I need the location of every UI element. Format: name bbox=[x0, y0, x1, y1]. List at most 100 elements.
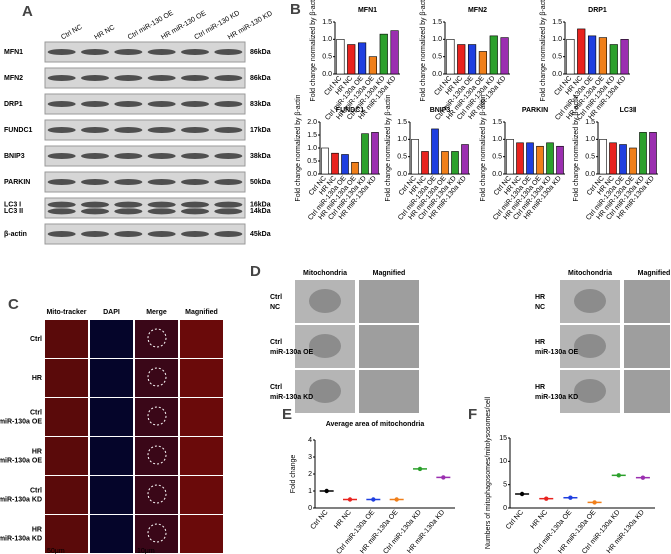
chart-title: MFN2 bbox=[468, 7, 487, 14]
blot-band bbox=[181, 75, 209, 81]
em-image bbox=[359, 325, 419, 368]
y-tick-label: 0.0 bbox=[492, 171, 502, 178]
micrograph bbox=[180, 476, 223, 514]
blot-band bbox=[47, 179, 76, 185]
scale-bar: 50μm bbox=[47, 548, 65, 554]
em-image bbox=[359, 280, 419, 323]
blot-band bbox=[81, 101, 109, 107]
blot-band bbox=[114, 201, 143, 208]
blot-band bbox=[114, 208, 143, 215]
protein-label: PARKIN bbox=[4, 179, 30, 186]
blot-band bbox=[181, 201, 209, 208]
column-header: Mitochondria bbox=[568, 270, 612, 277]
blot-strip bbox=[44, 41, 246, 63]
bar bbox=[347, 44, 356, 75]
column-header: Mito-tracker bbox=[46, 309, 86, 316]
row-label: miR-130a OE bbox=[0, 457, 42, 464]
y-tick-label: 0.5 bbox=[397, 154, 407, 161]
bar bbox=[431, 128, 439, 175]
em-image bbox=[359, 370, 419, 413]
blot-strip bbox=[44, 67, 246, 89]
chart-title: PARKIN bbox=[522, 107, 548, 114]
y-axis-label: Fold change normalized by β-actin bbox=[310, 0, 317, 102]
row-label: HR bbox=[535, 294, 545, 301]
y-tick-label: 15 bbox=[499, 435, 507, 442]
size-label: 16kDa bbox=[250, 202, 271, 209]
y-tick-label: 0.5 bbox=[307, 158, 317, 165]
chart-title: FUNDC1 bbox=[336, 107, 364, 114]
bar bbox=[441, 151, 449, 175]
micrograph bbox=[45, 437, 88, 475]
blot-band bbox=[81, 231, 109, 237]
row-label: miR-130a OE bbox=[0, 418, 42, 425]
panel-label: F bbox=[468, 406, 477, 423]
em-nucleus bbox=[574, 334, 606, 358]
y-tick-label: 1.5 bbox=[585, 119, 595, 126]
row-label: Ctrl bbox=[270, 339, 282, 346]
scale-bar: 10μm bbox=[137, 548, 155, 554]
y-tick-label: 1.0 bbox=[397, 136, 407, 143]
y-axis-label: Numbers of mitophagosomes/mitolysosomes/… bbox=[485, 397, 492, 550]
y-tick-label: 1.5 bbox=[397, 119, 407, 126]
panel-label: E bbox=[282, 406, 292, 423]
panel-label: B bbox=[290, 1, 301, 18]
blot-band bbox=[147, 201, 176, 208]
blot-band bbox=[147, 101, 176, 107]
blot-band bbox=[81, 75, 109, 81]
chart-title: DRP1 bbox=[588, 7, 607, 14]
protein-label: DRP1 bbox=[4, 101, 23, 108]
blot-strip bbox=[44, 145, 246, 167]
row-label: Ctrl bbox=[30, 487, 42, 494]
x-tick-label: HR NC bbox=[530, 509, 550, 530]
bar bbox=[620, 39, 629, 75]
em-nucleus bbox=[309, 379, 341, 403]
blot-band bbox=[81, 208, 109, 215]
blot-band bbox=[147, 179, 176, 185]
chart-title: Average area of mitochondria bbox=[326, 421, 425, 428]
blot-band bbox=[114, 127, 143, 133]
blot-band bbox=[47, 201, 76, 208]
blot-band bbox=[214, 179, 243, 185]
size-label: 17kDa bbox=[250, 127, 271, 134]
bar bbox=[526, 142, 534, 175]
blot-band bbox=[214, 231, 243, 237]
chart-title: MFN1 bbox=[358, 7, 377, 14]
mean-dot bbox=[371, 497, 376, 502]
bar bbox=[321, 147, 329, 175]
micrograph bbox=[135, 476, 178, 514]
panel-label: D bbox=[250, 263, 261, 280]
micrograph bbox=[180, 437, 223, 475]
blot-band bbox=[181, 153, 209, 159]
y-tick-label: 0.0 bbox=[397, 171, 407, 178]
bar bbox=[457, 44, 466, 75]
bar bbox=[546, 142, 554, 175]
blot-strip bbox=[44, 223, 246, 245]
bar bbox=[577, 28, 586, 75]
y-tick-label: 1.5 bbox=[552, 19, 562, 26]
row-label: miR-130a KD bbox=[535, 394, 578, 401]
protein-label: MFN2 bbox=[4, 75, 23, 82]
y-tick-label: 2.0 bbox=[307, 119, 317, 126]
protein-label: LC3 II bbox=[4, 208, 23, 215]
blot-band bbox=[214, 153, 243, 159]
y-axis-label: Fold change normalized by β-actin bbox=[573, 94, 580, 201]
blot-band bbox=[47, 208, 76, 215]
y-tick-label: 0.0 bbox=[432, 71, 442, 78]
blot-band bbox=[214, 127, 243, 133]
bar bbox=[587, 35, 597, 75]
micrograph bbox=[45, 359, 88, 397]
micrograph bbox=[180, 515, 223, 553]
x-tick-label: Ctrl NC bbox=[505, 509, 525, 531]
micrograph bbox=[135, 398, 178, 436]
y-tick-label: 1.0 bbox=[322, 36, 332, 43]
micrograph bbox=[90, 398, 133, 436]
micrograph bbox=[135, 437, 178, 475]
y-tick-label: 4 bbox=[308, 437, 312, 444]
y-tick-label: 1.5 bbox=[307, 132, 317, 139]
y-tick-label: 0.5 bbox=[492, 154, 502, 161]
row-label: HR bbox=[32, 448, 42, 455]
y-tick-label: 10 bbox=[499, 458, 507, 465]
row-label: Ctrl bbox=[270, 294, 282, 301]
row-label: Ctrl bbox=[30, 409, 42, 416]
y-tick-label: 0 bbox=[308, 505, 312, 512]
